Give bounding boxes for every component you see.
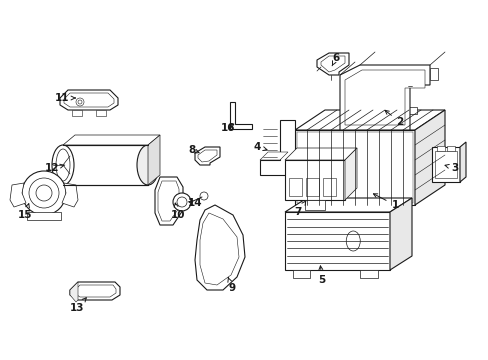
Text: 13: 13 [70,298,86,313]
Text: 4: 4 [253,142,266,152]
Polygon shape [260,152,287,160]
Circle shape [29,178,59,208]
Text: 3: 3 [444,163,458,173]
Polygon shape [320,56,345,72]
Circle shape [200,192,207,200]
Polygon shape [64,93,114,107]
Polygon shape [60,90,118,110]
Bar [434,151,456,178]
Bar [63,145,148,185]
Bar [288,178,302,196]
Polygon shape [345,148,356,200]
Circle shape [177,197,186,207]
Polygon shape [389,198,411,270]
Bar [429,68,437,80]
Polygon shape [195,147,220,165]
Bar [305,178,318,196]
Polygon shape [285,198,411,212]
Bar [446,146,454,151]
Circle shape [22,171,66,215]
Polygon shape [195,205,244,290]
Polygon shape [339,65,429,130]
Text: 8: 8 [188,145,199,155]
Circle shape [76,98,84,106]
Polygon shape [63,135,160,145]
Bar [305,200,325,210]
Polygon shape [292,270,309,278]
Polygon shape [70,282,120,300]
Polygon shape [200,213,239,285]
Circle shape [432,159,440,167]
Ellipse shape [52,145,74,185]
Bar [96,110,106,116]
Polygon shape [459,142,465,182]
Bar [296,132,412,203]
Text: 14: 14 [187,198,202,208]
Polygon shape [285,148,356,160]
Polygon shape [294,110,444,130]
Polygon shape [198,150,217,162]
Ellipse shape [56,149,70,181]
Polygon shape [70,282,78,302]
Text: 7: 7 [294,201,305,217]
Polygon shape [158,181,179,221]
Text: 12: 12 [45,163,64,173]
Text: 6: 6 [331,53,339,66]
Ellipse shape [137,145,159,185]
Polygon shape [345,70,424,125]
Circle shape [78,100,82,104]
Polygon shape [10,183,26,207]
Polygon shape [74,285,116,297]
Polygon shape [359,270,377,278]
Bar [285,160,345,200]
Text: 5: 5 [318,266,325,285]
Polygon shape [414,110,444,205]
Text: 15: 15 [18,204,32,220]
Polygon shape [260,120,294,175]
Polygon shape [155,177,183,225]
Text: 1: 1 [373,194,398,210]
Bar [431,147,459,182]
Ellipse shape [346,231,360,251]
Bar [285,212,389,270]
Circle shape [36,185,52,201]
Polygon shape [148,135,160,185]
Text: 10: 10 [170,203,185,220]
Polygon shape [316,53,348,75]
Bar [436,146,444,151]
Bar [323,178,335,196]
Bar [406,107,416,114]
Text: 16: 16 [220,123,235,133]
Text: 9: 9 [227,278,235,293]
Polygon shape [62,183,78,207]
Text: 11: 11 [55,93,75,103]
Text: 2: 2 [384,111,403,127]
Bar [27,212,61,220]
Circle shape [173,193,191,211]
Bar [294,130,414,205]
Polygon shape [229,102,251,129]
Bar [72,110,82,116]
